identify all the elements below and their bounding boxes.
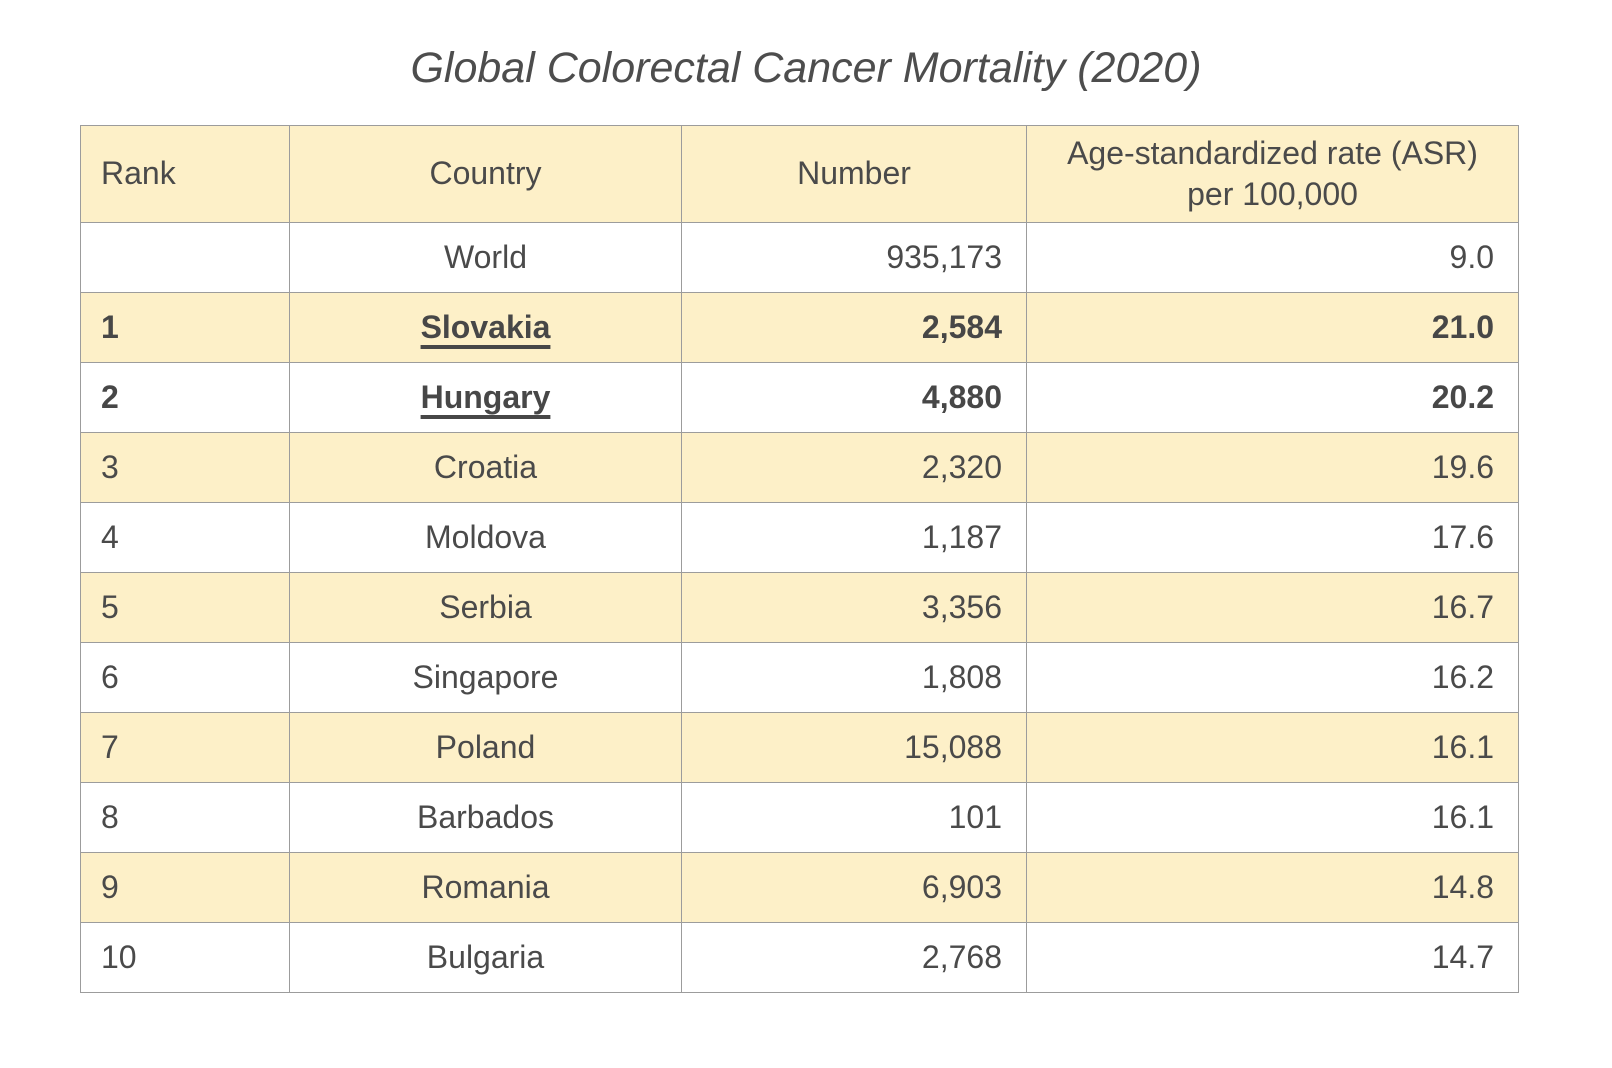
header-cell-asr: Age-standardized rate (ASR) per 100,000 [1026,125,1519,224]
table-row-slovakia: 1 Slovakia 2,584 21.0 [80,292,1519,364]
cell-country: Serbia [289,572,682,644]
cell-country: Poland [289,712,682,784]
cell-rank: 10 [80,922,290,994]
cell-rank [80,222,290,294]
table-row-world: World 935,173 9.0 [80,222,1519,294]
cell-number: 2,320 [681,432,1027,504]
cell-country: Romania [289,852,682,924]
cell-rank: 6 [80,642,290,714]
header-row: Rank Country Number Age-standardized rat… [80,125,1519,224]
cell-number: 15,088 [681,712,1027,784]
header-cell-number: Number [681,125,1027,224]
cell-asr: 19.6 [1026,432,1519,504]
cell-rank: 5 [80,572,290,644]
cell-number: 3,356 [681,572,1027,644]
cell-country: Barbados [289,782,682,854]
cell-asr: 16.1 [1026,712,1519,784]
cell-country: Slovakia [289,292,682,364]
cell-number: 1,187 [681,502,1027,574]
cell-rank: 4 [80,502,290,574]
cell-asr: 16.1 [1026,782,1519,854]
cell-number: 2,768 [681,922,1027,994]
table-row-barbados: 8 Barbados 101 16.1 [80,782,1519,854]
cell-rank: 7 [80,712,290,784]
cell-asr: 20.2 [1026,362,1519,434]
cell-country: Moldova [289,502,682,574]
cell-number: 2,584 [681,292,1027,364]
cell-country: Singapore [289,642,682,714]
cell-country: World [289,222,682,294]
cell-asr: 17.6 [1026,502,1519,574]
cell-rank: 8 [80,782,290,854]
table-row-poland: 7 Poland 15,088 16.1 [80,712,1519,784]
cell-number: 4,880 [681,362,1027,434]
table-row-croatia: 3 Croatia 2,320 19.6 [80,432,1519,504]
cell-asr: 14.7 [1026,922,1519,994]
cell-number: 935,173 [681,222,1027,294]
table-row-singapore: 6 Singapore 1,808 16.2 [80,642,1519,714]
cell-number: 101 [681,782,1027,854]
table-row-hungary: 2 Hungary 4,880 20.2 [80,362,1519,434]
cell-rank: 2 [80,362,290,434]
cell-asr: 16.7 [1026,572,1519,644]
cell-asr: 14.8 [1026,852,1519,924]
cell-number: 1,808 [681,642,1027,714]
cell-country: Bulgaria [289,922,682,994]
table-row-serbia: 5 Serbia 3,356 16.7 [80,572,1519,644]
header-cell-rank: Rank [80,125,290,224]
cell-asr: 9.0 [1026,222,1519,294]
cell-country: Croatia [289,432,682,504]
header-cell-country: Country [289,125,682,224]
table-row-romania: 9 Romania 6,903 14.8 [80,852,1519,924]
cell-number: 6,903 [681,852,1027,924]
cell-country: Hungary [289,362,682,434]
cell-rank: 1 [80,292,290,364]
cell-asr: 21.0 [1026,292,1519,364]
cell-rank: 3 [80,432,290,504]
table-row-bulgaria: 10 Bulgaria 2,768 14.7 [80,922,1519,994]
mortality-table: Rank Country Number Age-standardized rat… [80,125,1519,994]
table-row-moldova: 4 Moldova 1,187 17.6 [80,502,1519,574]
cell-asr: 16.2 [1026,642,1519,714]
page-title: Global Colorectal Cancer Mortality (2020… [410,44,1202,92]
cell-rank: 9 [80,852,290,924]
